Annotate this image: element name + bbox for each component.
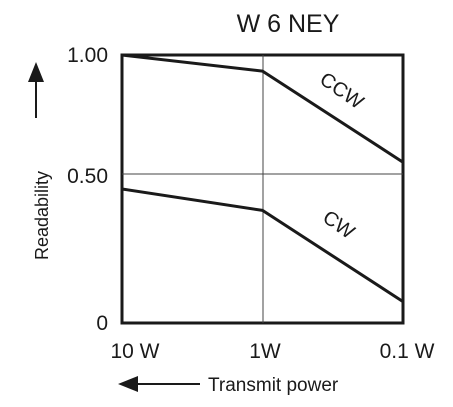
y-tick-label-0: 0 xyxy=(96,312,108,335)
y-tick-label-050: 0.50 xyxy=(67,165,108,188)
y-axis-label-group: Readability xyxy=(32,171,52,260)
y-tick-label-100: 1.00 xyxy=(67,44,108,67)
x-tick-label-01w: 0.1 W xyxy=(380,340,435,363)
x-tick-label-10w: 10 W xyxy=(110,340,159,363)
series-line-ccw xyxy=(121,53,404,164)
y-axis-label: Readability xyxy=(32,171,52,260)
x-tick-label-1w: 1W xyxy=(249,340,281,363)
chart-title: W 6 NEY xyxy=(237,10,340,38)
series-layer xyxy=(121,53,404,303)
series-label-cw: CW xyxy=(318,207,358,244)
series-label-ccw: CCW xyxy=(316,68,368,113)
x-axis-label: Transmit power xyxy=(208,375,339,396)
series-line-cw xyxy=(121,187,404,303)
